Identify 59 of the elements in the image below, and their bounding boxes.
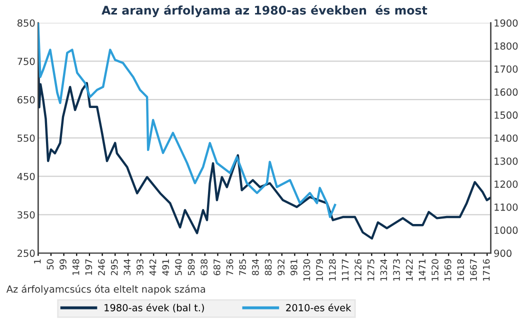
x-tick-label: 834 xyxy=(252,259,259,276)
y2-tick-label: 1000 xyxy=(494,226,518,234)
x-tick-label: 1324 xyxy=(380,259,388,281)
x-tick-label: 1569 xyxy=(444,259,452,281)
x-tick-label: 442 xyxy=(149,260,156,276)
x-tick-label: 295 xyxy=(110,259,118,276)
x-tick-label: 1079 xyxy=(316,259,323,281)
y-tick-label: 350 xyxy=(18,211,35,219)
y-tick-label: 250 xyxy=(18,250,35,257)
x-tick-label: 1030 xyxy=(303,259,310,281)
y-tick-label: 850 xyxy=(17,19,35,27)
y-tick-label: 650 xyxy=(18,96,35,104)
chart-title: Az arany árfolyama az 1980-as években és most xyxy=(102,5,428,18)
y2-tick-label: 1400 xyxy=(494,134,518,142)
y2-tick-label: 1600 xyxy=(494,88,518,96)
legend-label: 1980-as évek (bal t.) xyxy=(104,303,204,313)
y2-tick-label: 1500 xyxy=(494,111,518,119)
x-tick-label: 540 xyxy=(175,259,182,276)
x-tick-label: 393 xyxy=(136,259,144,276)
line-series xyxy=(38,22,336,218)
x-tick-label: 1128 xyxy=(328,259,336,281)
x-tick-label: 1422 xyxy=(406,260,413,281)
x-tick-label: 736 xyxy=(226,259,234,276)
x-tick-label: 785 xyxy=(239,259,246,276)
y-tick-label: 550 xyxy=(18,134,35,142)
y2-tick-label: 1300 xyxy=(494,157,518,165)
x-tick-label: 1667 xyxy=(470,259,477,281)
y2-tick-label: 1700 xyxy=(494,65,518,73)
y2-tick-label: 1100 xyxy=(494,204,518,211)
x-tick-label: 589 xyxy=(188,259,195,276)
y-tick-label: 450 xyxy=(17,172,35,180)
x-axis-title: Az árfolyamcsúcs óta eltelt napok száma xyxy=(6,284,206,295)
x-tick-label: 50 xyxy=(46,259,54,270)
x-tick-label: 687 xyxy=(214,259,220,276)
y-tick-label: 750 xyxy=(18,58,35,66)
x-tick-label: 148 xyxy=(72,259,80,275)
y2-tick-label: 1200 xyxy=(494,180,518,188)
legend-label: 2010-es évek xyxy=(286,303,352,312)
x-tick-label: 246 xyxy=(98,259,105,276)
x-tick-label: 491 xyxy=(162,259,170,276)
x-tick-label: 99 xyxy=(60,259,66,270)
y2-tick-label: 1900 xyxy=(494,19,518,27)
x-tick-label: 344 xyxy=(124,259,131,276)
x-tick-label: 1716 xyxy=(482,259,490,281)
x-tick-label: 932 xyxy=(278,260,284,276)
x-tick-label: 1177 xyxy=(342,259,349,281)
x-tick-label: 1 xyxy=(34,259,41,264)
x-tick-label: 883 xyxy=(264,259,272,276)
x-tick-label: 1520 xyxy=(432,259,438,281)
x-tick-label: 1226 xyxy=(354,259,362,281)
x-tick-label: 197 xyxy=(85,259,92,275)
x-tick-label: 1618 xyxy=(457,259,464,281)
x-tick-label: 638 xyxy=(200,259,208,276)
y2-tick-label: 1800 xyxy=(494,42,518,50)
x-tick-label: 981 xyxy=(290,259,298,276)
x-tick-label: 1471 xyxy=(418,259,426,281)
y2-tick-label: 900 xyxy=(494,250,512,257)
x-tick-label: 1373 xyxy=(393,259,400,281)
x-tick-label: 1275 xyxy=(367,259,374,281)
